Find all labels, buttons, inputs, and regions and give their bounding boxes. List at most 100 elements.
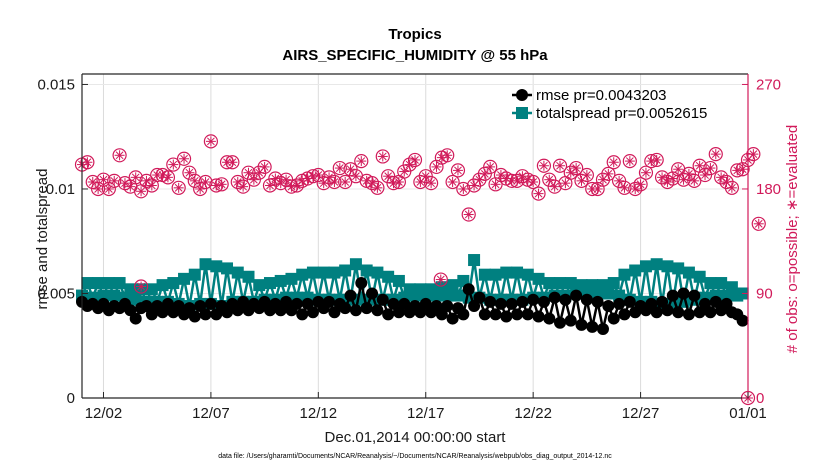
obs-possible-marker — [257, 159, 272, 175]
obs-evaluated-marker — [271, 174, 280, 183]
rmse-point — [682, 308, 695, 321]
obs-point — [601, 166, 616, 181]
obs-evaluated-marker — [88, 178, 97, 186]
totalspread-point — [489, 268, 502, 281]
legend-totalspread-label: totalspread pr=0.0052615 — [536, 105, 707, 122]
obs-possible-marker — [569, 160, 584, 176]
x-tick-label: 12/07 — [192, 405, 230, 422]
totalspread-point — [178, 272, 191, 285]
obs-possible-marker — [80, 155, 95, 170]
obs-evaluated-marker — [706, 164, 715, 172]
legend-rmse-marker — [516, 89, 528, 101]
y-axis-label: rmse and totalspread — [34, 169, 51, 310]
obs-point — [654, 170, 670, 185]
totalspread-point — [242, 270, 255, 283]
obs-evaluated-marker — [701, 171, 709, 179]
obs-evaluated-marker — [249, 175, 258, 184]
rmse-point — [677, 287, 690, 300]
totalspread-point — [451, 289, 464, 302]
obs-possible-marker — [230, 174, 245, 190]
rmse-point — [704, 306, 717, 319]
rmse-point — [494, 297, 507, 310]
totalspread-point — [102, 277, 115, 290]
obs-evaluated-marker — [717, 173, 726, 182]
obs-evaluated-marker — [266, 181, 274, 190]
obs-point — [714, 170, 729, 185]
rmse-point — [591, 295, 604, 308]
obs-point — [526, 174, 541, 190]
obs-point — [402, 157, 417, 172]
x-tick-label: 12/27 — [622, 405, 660, 422]
rmse-point — [527, 293, 540, 306]
obs-evaluated-marker — [480, 169, 489, 178]
totalspread-point — [371, 266, 384, 279]
obs-possible-marker — [440, 148, 455, 163]
obs-evaluated-marker — [685, 169, 693, 178]
rmse-point — [323, 295, 336, 308]
x-tick-label: 01/01 — [729, 405, 767, 422]
obs-possible-marker — [724, 180, 739, 195]
legend-rmse-label: rmse pr=0.0043203 — [536, 87, 667, 104]
obs-evaluated-marker — [309, 172, 317, 181]
totalspread-point — [618, 268, 631, 281]
obs-possible-marker — [424, 176, 439, 191]
rmse-point — [204, 297, 217, 310]
x-tick-label: 12/22 — [514, 405, 552, 422]
obs-evaluated-marker — [421, 172, 430, 181]
obs-possible-marker — [139, 173, 154, 188]
obs-possible-marker — [579, 167, 594, 183]
obs-point — [536, 158, 552, 173]
obs-evaluated-marker — [94, 185, 103, 193]
totalspread-point — [199, 258, 212, 271]
rmse-point — [376, 293, 389, 306]
obs-point — [139, 173, 154, 188]
obs-possible-marker — [649, 152, 664, 168]
obs-evaluated-marker — [550, 182, 559, 191]
obs-evaluated-marker — [142, 176, 151, 185]
obs-possible-marker — [354, 153, 369, 169]
obs-possible-marker — [407, 152, 423, 168]
totalspread-point — [521, 268, 534, 281]
rmse-point — [478, 308, 491, 321]
y-tick-label: 0.005 — [37, 285, 75, 302]
y-tick-label: 0.015 — [37, 76, 75, 93]
obs-evaluated-marker — [228, 158, 237, 167]
rmse-point — [500, 310, 513, 323]
obs-point — [628, 181, 643, 197]
obs-possible-marker — [166, 157, 181, 172]
obs-point — [735, 162, 750, 177]
obs-point — [450, 163, 466, 178]
totalspread-point — [693, 270, 706, 283]
totalspread-point — [108, 289, 121, 302]
rmse-point — [457, 308, 470, 321]
obs-evaluated-marker — [169, 160, 178, 169]
obs-evaluated-marker — [668, 174, 677, 183]
obs-possible-marker — [445, 174, 460, 190]
obs-point — [547, 179, 562, 194]
totalspread-point — [274, 274, 287, 287]
obs-outlier-point — [433, 272, 448, 287]
obs-point — [128, 170, 143, 185]
obs-evaluated-marker — [523, 175, 532, 184]
rmse-point — [511, 308, 524, 321]
rmse-point — [548, 291, 561, 304]
obs-possible-marker — [509, 173, 525, 188]
obs-evaluated-marker — [282, 175, 290, 184]
legend: rmse pr=0.0043203 totalspread pr=0.00526… — [512, 87, 707, 122]
obs-point — [80, 155, 95, 170]
totalspread-point — [97, 289, 110, 302]
obs-point — [359, 173, 374, 188]
totalspread-point — [715, 277, 728, 290]
obs-evaluated-marker — [314, 171, 323, 179]
obs-evaluated-marker — [604, 169, 613, 178]
obs-possible-marker — [171, 180, 186, 195]
obs-possible-marker — [187, 173, 202, 188]
obs-point — [617, 180, 632, 195]
obs-evaluated-marker — [352, 172, 360, 181]
obs-possible-marker — [483, 159, 498, 175]
obs-point — [338, 174, 353, 190]
obs-evaluated-marker — [244, 168, 253, 177]
obs-evaluated-marker — [190, 176, 199, 185]
